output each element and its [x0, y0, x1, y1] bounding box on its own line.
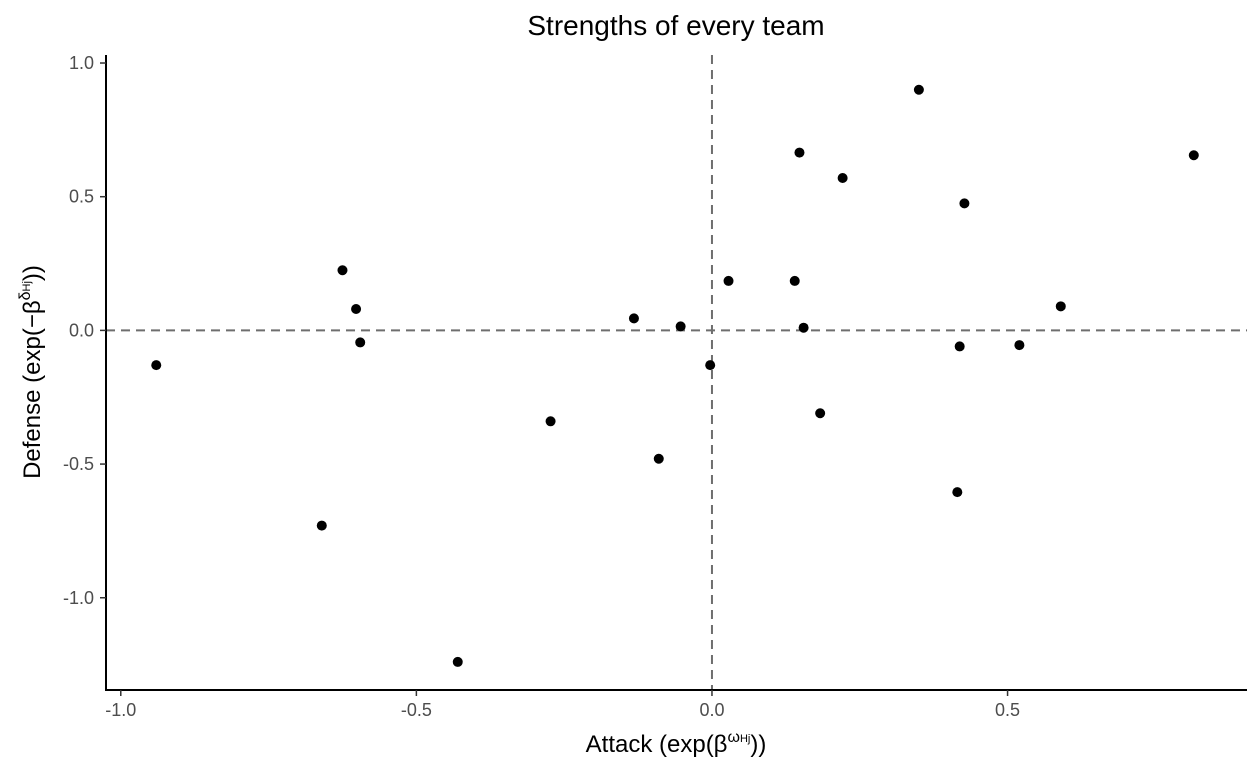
data-point	[789, 275, 800, 286]
y-axis-label-sub: Hj	[21, 281, 33, 291]
data-point	[954, 341, 965, 352]
data-point	[452, 656, 463, 667]
data-points	[151, 84, 1199, 667]
data-point	[545, 416, 556, 427]
data-point	[653, 453, 664, 464]
x-tick-label: -0.5	[401, 700, 432, 720]
y-tick-label: 0.0	[69, 320, 94, 340]
data-point	[1188, 150, 1199, 161]
x-tick-label: 0.5	[995, 700, 1020, 720]
data-point	[794, 147, 805, 158]
data-point	[959, 198, 970, 209]
data-point	[355, 337, 366, 348]
data-point	[1055, 301, 1066, 312]
y-axis-label-prefix: Defense (exp(−β	[19, 300, 46, 479]
data-point	[798, 322, 809, 333]
data-point	[705, 360, 716, 371]
data-point	[351, 304, 362, 314]
data-point	[316, 520, 327, 531]
data-point	[1014, 340, 1025, 351]
data-point	[628, 313, 639, 324]
y-axis-label-sup: δ	[17, 291, 34, 300]
y-axis-label-suffix: ))	[19, 265, 46, 281]
y-tick-label: -0.5	[63, 454, 94, 474]
reference-lines	[106, 55, 1247, 690]
x-axis-label-sup: ω	[727, 729, 740, 746]
y-tick-label: 1.0	[69, 53, 94, 73]
data-point	[675, 321, 686, 332]
y-axis-label: Defense (exp(−βδHj))	[17, 265, 46, 479]
x-tick-label: 0.0	[699, 700, 724, 720]
x-axis-label-prefix: Attack (exp(β	[586, 731, 728, 758]
data-point	[837, 172, 848, 183]
data-point	[815, 408, 826, 419]
y-axis-ticks: 1.0 0.5 0.0 -0.5 -1.0	[63, 53, 106, 608]
data-point	[723, 275, 734, 286]
data-point	[913, 84, 924, 95]
y-tick-label: -1.0	[63, 588, 94, 608]
x-axis-label-suffix: ))	[750, 731, 766, 758]
x-axis-ticks: -1.0 -0.5 0.0 0.5	[105, 690, 1020, 720]
x-axis-label-sub: Hj	[740, 733, 750, 745]
y-tick-label: 0.5	[69, 187, 94, 207]
data-point	[952, 487, 963, 498]
data-point	[337, 265, 348, 276]
x-axis-label: Attack (exp(βωHj))	[586, 729, 767, 758]
x-tick-label: -1.0	[105, 700, 136, 720]
chart-title: Strengths of every team	[527, 10, 824, 41]
data-point	[151, 360, 162, 371]
